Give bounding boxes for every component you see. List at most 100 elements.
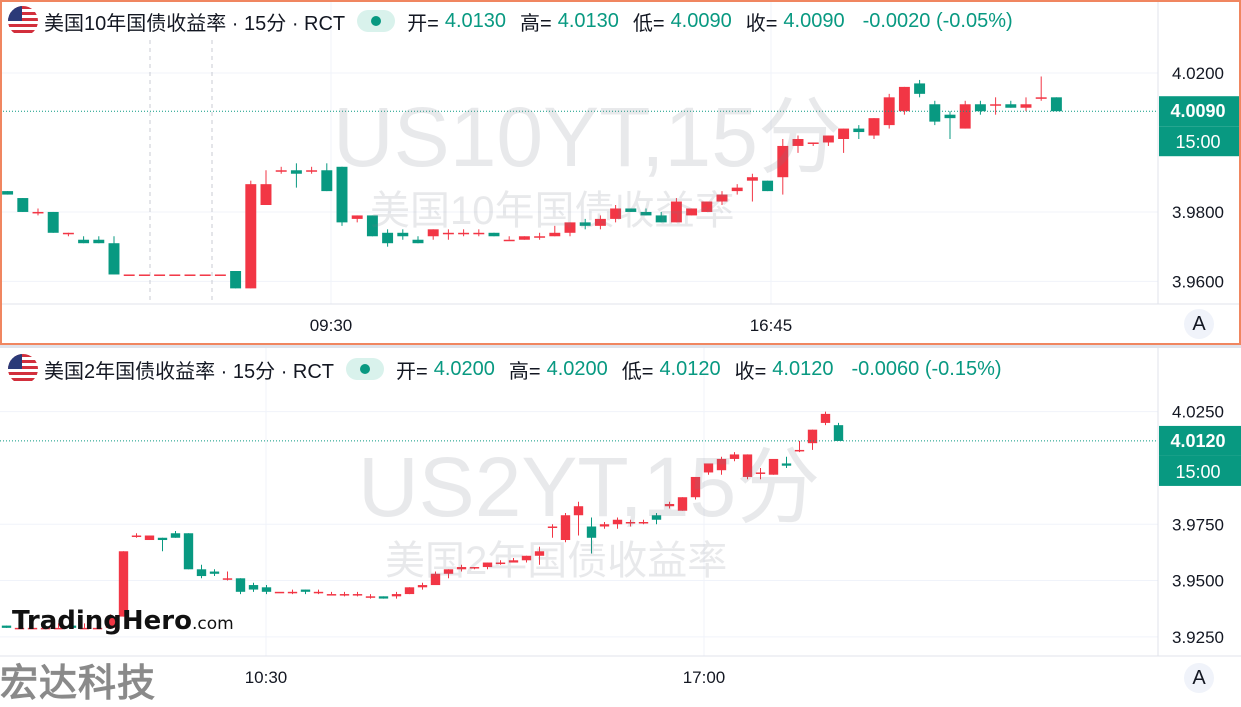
last-price-label-box — [1159, 96, 1241, 127]
status-dot-icon — [360, 364, 371, 374]
candle-body — [66, 625, 77, 628]
candle-body — [518, 236, 530, 240]
auto-scale-button[interactable]: A — [1184, 309, 1214, 339]
price-tick-label: 3.9800 — [1172, 203, 1224, 222]
candle-body — [833, 425, 844, 441]
candle-body — [235, 578, 246, 592]
candle-body — [32, 211, 44, 214]
candle-body — [123, 274, 135, 276]
candle-body — [807, 429, 818, 444]
us-flag-icon — [8, 6, 38, 36]
high-value: 4.0200 — [546, 357, 608, 380]
candle-body — [716, 194, 728, 202]
candle-body — [838, 128, 850, 139]
candle-body — [534, 551, 545, 556]
candle-body — [742, 454, 753, 477]
candle-body — [503, 239, 515, 242]
countdown-label: 15:00 — [1175, 462, 1220, 482]
candle-body — [154, 274, 166, 276]
candle-body — [196, 569, 207, 577]
market-status-indicator[interactable] — [346, 358, 385, 380]
us10yt-candlestick-chart[interactable]: 4.0200 3.9800 3.9600 4.0090 15:00 09:30 16:45 — [0, 0, 1241, 345]
candle-body — [473, 232, 485, 235]
candle-body — [300, 589, 311, 592]
us2yt-candlestick-chart[interactable]: 4.0250 3.9750 3.9500 3.9250 4.0120 15:00 10:30… — [0, 348, 1241, 694]
candle-body — [184, 274, 196, 276]
candle-body — [17, 198, 29, 212]
candle-body — [290, 170, 302, 174]
candle-body — [245, 184, 257, 289]
candle-body — [781, 463, 792, 466]
candle-body — [458, 232, 470, 235]
close-label: 收= — [745, 12, 778, 35]
candle-body — [351, 215, 363, 219]
chart-pane-us10yt[interactable]: 4.0200 3.9800 3.9600 4.0090 15:00 09:30 16:45 … — [0, 0, 1241, 345]
candle-body — [599, 524, 610, 527]
candle-body — [274, 591, 285, 594]
candle-body — [93, 239, 105, 244]
market-status-indicator[interactable] — [357, 10, 396, 32]
candle-body — [339, 594, 350, 596]
change-value: -0.0020 (-0.05%) — [862, 9, 1013, 32]
auto-scale-button[interactable]: A — [1184, 663, 1214, 693]
candle-body — [306, 170, 318, 172]
legend-title[interactable]: 美国10年国债收益率 · 15分 · RCT — [44, 12, 346, 35]
open-label: 开= — [396, 360, 428, 383]
price-tick-label: 4.0200 — [1172, 64, 1224, 83]
candle-body — [573, 506, 584, 516]
countdown-label-box — [1159, 455, 1241, 486]
candle-body — [508, 560, 519, 563]
chart-pane-us2yt[interactable]: 4.0250 3.9750 3.9500 3.9250 4.0120 15:00 10:30… — [0, 348, 1241, 694]
candle-body — [391, 594, 402, 597]
pane-separator[interactable] — [0, 345, 1241, 348]
candle-body — [430, 573, 441, 586]
open-value: 4.0200 — [433, 357, 495, 380]
time-tick-label: 09:30 — [310, 316, 353, 335]
candle-body — [610, 208, 622, 219]
legend-title[interactable]: 美国2年国债收益率 · 15分 · RCT — [44, 360, 335, 383]
candle-body — [488, 232, 500, 237]
candle-body — [762, 180, 774, 192]
candle-body — [378, 596, 389, 599]
last-price-label: 4.0090 — [1170, 101, 1225, 121]
low-label: 低= — [632, 12, 665, 35]
candle-body — [40, 627, 51, 630]
candle-body — [853, 128, 865, 133]
candle-body — [326, 594, 337, 596]
candle-body — [157, 537, 168, 541]
candle-body — [701, 201, 713, 212]
candle-body — [914, 83, 926, 94]
candle-body — [655, 215, 667, 223]
open-label: 开= — [407, 12, 439, 35]
candle-body — [703, 463, 714, 473]
candle-body — [990, 104, 1002, 106]
candle-body — [612, 519, 623, 525]
low-value: 4.0090 — [670, 9, 732, 32]
candle-body — [716, 458, 727, 471]
candle-body — [352, 594, 363, 596]
candle-body — [412, 239, 424, 244]
candle-body — [27, 627, 38, 630]
candle-body — [1035, 97, 1047, 99]
us-flag-icon — [8, 354, 38, 384]
logo-suffix: .com — [191, 614, 234, 634]
high-label: 高= — [508, 360, 541, 383]
candle-body — [670, 201, 682, 223]
tradinghero-logo: TradingHero.com — [12, 606, 234, 636]
candle-body — [397, 232, 409, 237]
price-tick-label: 3.9600 — [1172, 272, 1224, 291]
candle-body — [336, 166, 348, 223]
candle-body — [560, 515, 571, 541]
candle-body — [53, 627, 64, 630]
last-price-label-box — [1159, 425, 1241, 456]
candle-body — [170, 533, 181, 538]
candle-body — [521, 555, 532, 561]
company-watermark: 宏达科技 — [0, 661, 157, 705]
price-tick-label: 3.9500 — [1172, 572, 1224, 591]
candle-body — [456, 567, 467, 570]
candle-body — [313, 591, 324, 594]
candle-body — [404, 587, 415, 595]
candle-body — [1050, 97, 1062, 112]
candle-body — [651, 515, 662, 520]
candle-body — [183, 533, 194, 570]
